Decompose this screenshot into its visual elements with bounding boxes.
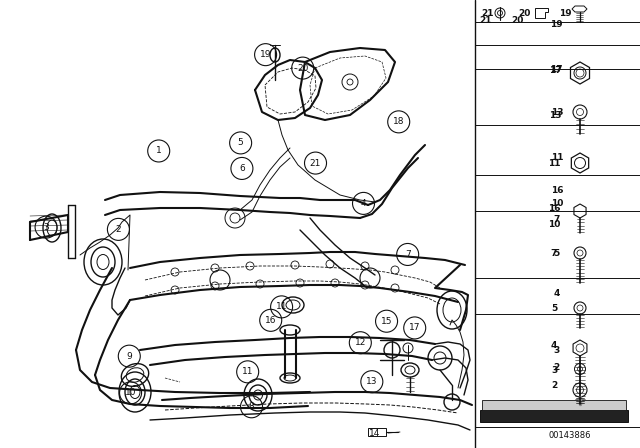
Text: 19: 19	[559, 9, 572, 17]
Text: 21: 21	[481, 9, 493, 17]
Text: 7: 7	[554, 215, 560, 224]
Text: 8: 8	[249, 402, 254, 411]
Text: 3: 3	[554, 346, 560, 355]
Text: 11: 11	[548, 159, 560, 168]
Text: 13: 13	[366, 377, 378, 386]
Text: 11: 11	[242, 367, 253, 376]
Bar	[480, 410, 628, 422]
Text: 4: 4	[361, 199, 366, 208]
Text: 1: 1	[156, 146, 161, 155]
Text: 14: 14	[369, 428, 381, 438]
Text: 19: 19	[260, 50, 271, 59]
Text: 17: 17	[550, 65, 563, 74]
Text: 5: 5	[554, 249, 560, 258]
Text: 00143886: 00143886	[548, 431, 591, 439]
Text: 13: 13	[550, 108, 563, 117]
Text: 10: 10	[550, 199, 563, 208]
Text: 4: 4	[551, 340, 557, 349]
Text: 4: 4	[554, 289, 560, 298]
Text: 10: 10	[548, 220, 560, 228]
Text: 5: 5	[238, 138, 243, 147]
Text: 3: 3	[44, 223, 49, 232]
Text: 6: 6	[239, 164, 244, 173]
Text: 13: 13	[548, 111, 561, 120]
Text: 7: 7	[551, 249, 557, 258]
Text: 18: 18	[393, 117, 404, 126]
Text: 2: 2	[554, 363, 560, 372]
Text: 2: 2	[551, 380, 557, 389]
Text: 9: 9	[127, 352, 132, 361]
Text: 16: 16	[265, 316, 276, 325]
Text: 15: 15	[381, 317, 392, 326]
Text: 20: 20	[511, 16, 524, 25]
Text: 20: 20	[297, 64, 308, 73]
Bar	[482, 400, 626, 410]
Text: 3: 3	[551, 366, 557, 375]
Text: 11: 11	[276, 302, 287, 311]
Text: 16: 16	[550, 186, 563, 195]
Text: 11: 11	[550, 153, 563, 162]
Text: 7: 7	[405, 250, 410, 259]
Text: 17: 17	[548, 65, 561, 74]
Text: 10: 10	[125, 388, 136, 397]
Text: 12: 12	[355, 338, 366, 347]
Bar	[368, 428, 386, 436]
Text: 5: 5	[551, 303, 557, 313]
Text: 2: 2	[116, 225, 121, 234]
Text: 20: 20	[518, 9, 530, 17]
Text: 17: 17	[409, 323, 420, 332]
Text: 21: 21	[310, 159, 321, 168]
Text: 16: 16	[548, 203, 560, 212]
Text: 21: 21	[479, 16, 492, 25]
Text: 19: 19	[550, 20, 563, 29]
